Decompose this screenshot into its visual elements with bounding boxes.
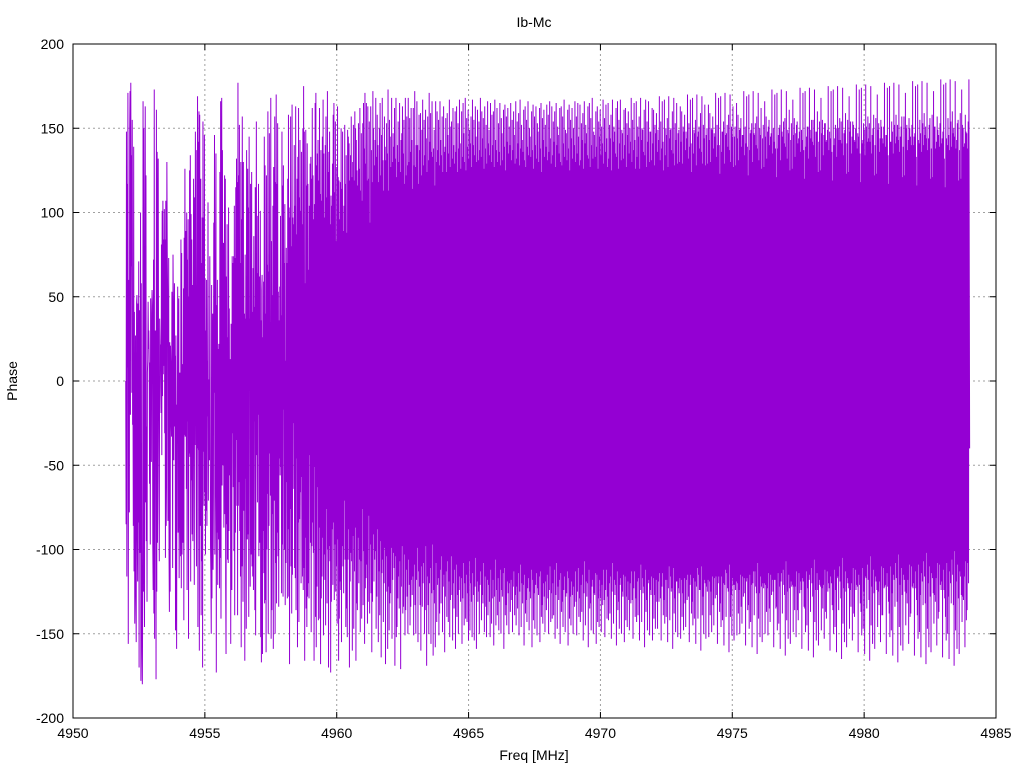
x-tick-label: 4975 bbox=[717, 725, 748, 741]
y-tick-label: 150 bbox=[41, 120, 65, 136]
y-tick-label: -50 bbox=[44, 457, 64, 473]
y-axis-label: Phase bbox=[4, 361, 20, 401]
y-tick-label: 200 bbox=[41, 36, 65, 52]
y-tick-label: 0 bbox=[56, 373, 64, 389]
x-tick-label: 4955 bbox=[189, 725, 220, 741]
x-tick-label: 4970 bbox=[585, 725, 616, 741]
x-tick-label: 4985 bbox=[980, 725, 1011, 741]
axis-ticks bbox=[72, 43, 997, 719]
phase-series-line bbox=[125, 79, 971, 685]
y-tick-label: -100 bbox=[36, 542, 64, 558]
y-tick-label: 50 bbox=[48, 289, 64, 305]
x-tick-label: 4965 bbox=[453, 725, 484, 741]
tick-labels: 4950 4955 4960 4965 4970 4975 4980 4985 -200 -150… bbox=[36, 36, 1012, 741]
series-layer bbox=[125, 79, 971, 685]
x-tick-label: 4960 bbox=[321, 725, 352, 741]
y-tick-label: -200 bbox=[36, 710, 64, 726]
chart-title: Ib-Mc bbox=[517, 14, 552, 30]
x-tick-label: 4950 bbox=[57, 725, 88, 741]
y-tick-label: 100 bbox=[41, 205, 65, 221]
y-tick-label: -150 bbox=[36, 626, 64, 642]
x-tick-label: 4980 bbox=[849, 725, 880, 741]
x-axis-label: Freq [MHz] bbox=[499, 747, 568, 763]
